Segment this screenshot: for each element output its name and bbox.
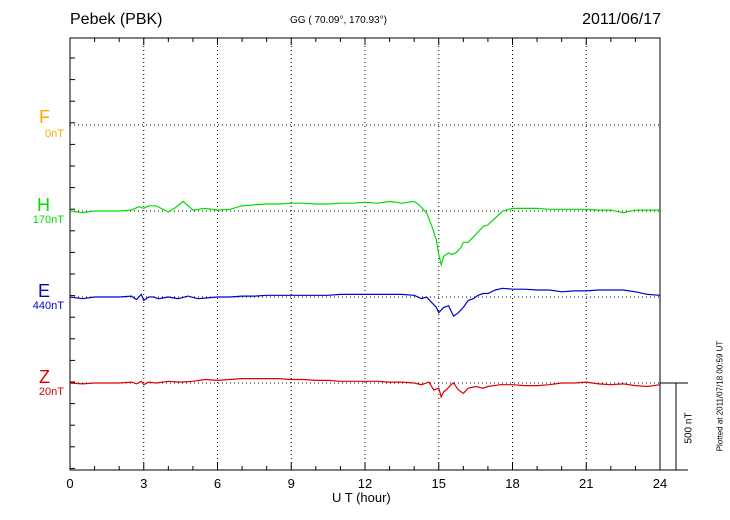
series-line-h (69, 200, 660, 268)
x-tick-label: 0 (66, 476, 74, 491)
component-label-e: E (37, 281, 50, 301)
x-tick-label: 18 (505, 476, 520, 491)
component-baseline-f: 0nT (45, 128, 64, 140)
tick-layer (69, 38, 661, 470)
series-layer (69, 200, 661, 399)
x-tick-label: 12 (357, 476, 373, 491)
date-label: 2011/06/17 (582, 11, 661, 28)
station-title: Pebek (PBK) (70, 11, 163, 28)
x-tick-label: 9 (287, 476, 295, 491)
component-label-z: Z (39, 367, 50, 387)
component-baseline-h: 170nT (32, 214, 64, 226)
x-tick-label: 6 (213, 476, 222, 491)
component-label-f: F (39, 107, 50, 127)
component-baseline-e: 440nT (32, 300, 64, 312)
x-tick-label: 3 (140, 476, 148, 491)
grid-layer (143, 38, 587, 470)
station-coordinates: GG ( 70.09°, 170.93°) (290, 15, 387, 26)
series-line-e (69, 287, 661, 317)
x-axis-label: U T (hour) (332, 490, 391, 505)
x-tick-label: 21 (579, 476, 594, 491)
component-label-h: H (37, 195, 50, 215)
scale-bar (660, 382, 688, 471)
x-tick-label: 15 (431, 476, 446, 491)
scale-bar-label: 500 nT (683, 412, 695, 444)
component-baseline-z: 20nT (38, 386, 64, 398)
x-tick-label: 24 (652, 476, 668, 491)
plotted-timestamp: Plotted at 2011/07/18 00:59 UT (715, 340, 725, 452)
series-line-z (69, 378, 661, 399)
